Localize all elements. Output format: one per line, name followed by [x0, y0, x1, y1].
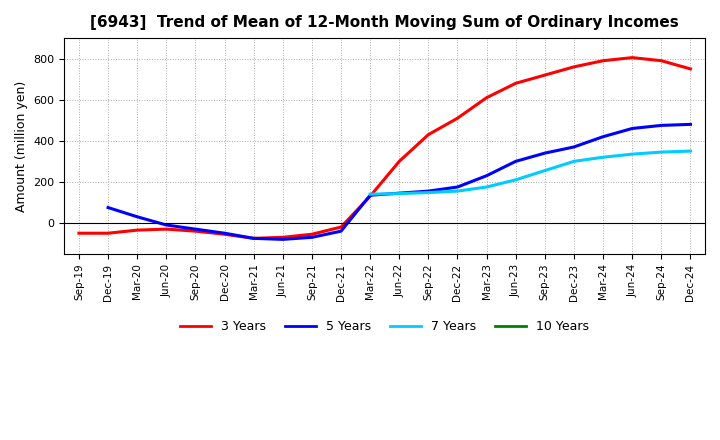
5 Years [541, 150, 549, 156]
3 Years [453, 116, 462, 121]
5 Years [657, 123, 666, 128]
3 Years [249, 236, 258, 241]
3 Years [279, 235, 287, 240]
Legend: 3 Years, 5 Years, 7 Years, 10 Years: 3 Years, 5 Years, 7 Years, 10 Years [175, 315, 595, 338]
7 Years [453, 188, 462, 194]
5 Years [511, 159, 520, 164]
7 Years [541, 168, 549, 173]
5 Years [482, 173, 491, 178]
5 Years [628, 126, 636, 131]
7 Years [657, 150, 666, 155]
7 Years [366, 191, 374, 197]
5 Years [686, 122, 695, 127]
7 Years [482, 184, 491, 190]
3 Years [541, 73, 549, 78]
Title: [6943]  Trend of Mean of 12-Month Moving Sum of Ordinary Incomes: [6943] Trend of Mean of 12-Month Moving … [90, 15, 679, 30]
5 Years [366, 193, 374, 198]
5 Years [104, 205, 112, 210]
Line: 3 Years: 3 Years [79, 58, 690, 238]
5 Years [337, 228, 346, 234]
3 Years [307, 231, 316, 237]
3 Years [337, 224, 346, 230]
3 Years [133, 227, 142, 233]
7 Years [570, 159, 578, 164]
3 Years [599, 58, 608, 63]
5 Years [162, 222, 171, 227]
Line: 5 Years: 5 Years [108, 125, 690, 239]
7 Years [599, 154, 608, 160]
7 Years [395, 191, 404, 196]
5 Years [220, 231, 229, 236]
5 Years [395, 191, 404, 196]
5 Years [191, 227, 199, 232]
3 Years [162, 227, 171, 232]
3 Years [191, 228, 199, 234]
5 Years [453, 184, 462, 190]
3 Years [220, 231, 229, 237]
3 Years [482, 95, 491, 100]
3 Years [628, 55, 636, 60]
3 Years [686, 66, 695, 72]
5 Years [599, 134, 608, 139]
5 Years [133, 214, 142, 220]
3 Years [657, 58, 666, 63]
Y-axis label: Amount (million yen): Amount (million yen) [15, 81, 28, 212]
7 Years [686, 148, 695, 154]
7 Years [424, 190, 433, 195]
3 Years [511, 81, 520, 86]
5 Years [424, 188, 433, 194]
3 Years [75, 231, 84, 236]
3 Years [395, 159, 404, 164]
Line: 7 Years: 7 Years [370, 151, 690, 194]
7 Years [628, 151, 636, 157]
3 Years [104, 231, 112, 236]
5 Years [570, 144, 578, 150]
3 Years [366, 194, 374, 199]
5 Years [279, 237, 287, 242]
5 Years [307, 235, 316, 240]
7 Years [511, 177, 520, 183]
3 Years [424, 132, 433, 137]
5 Years [249, 236, 258, 241]
3 Years [570, 64, 578, 70]
